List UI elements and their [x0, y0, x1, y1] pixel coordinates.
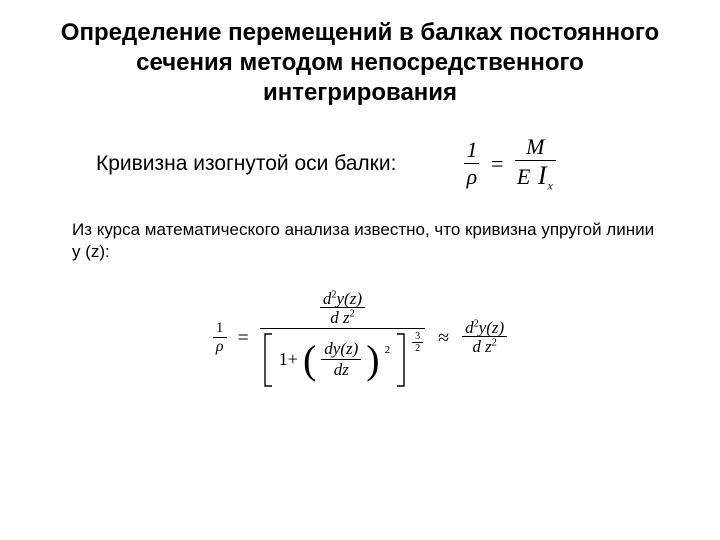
eq1-right-den: E Ix — [515, 160, 556, 193]
eq1-den-sub: x — [547, 178, 553, 192]
eq2-d2: d — [330, 308, 339, 327]
outer-exp: 3 2 — [412, 331, 423, 354]
approx-sign: ≈ — [438, 327, 449, 350]
eq2-rhs-den: d z2 — [462, 336, 507, 357]
eq2-left-num: 1 — [213, 320, 227, 337]
eq2-mid-denominator: 1+ ( dy(z) dz ) 2 — [260, 328, 425, 387]
eq2-z1: z — [343, 308, 350, 327]
page-title: Определение перемещений в балках постоян… — [0, 0, 720, 108]
inner-exp: 2 — [385, 344, 391, 356]
eq2-z2: z — [485, 337, 492, 356]
slide: Определение перемещений в балках постоян… — [0, 0, 720, 540]
eq2-mid-numerator: d2y(z) d z2 — [260, 290, 425, 328]
inner-den: dz — [321, 359, 361, 380]
bracket-open — [262, 333, 274, 387]
eq1-right-num: M — [515, 134, 556, 160]
curvature-label: Кривизна изогнутой оси балки: — [96, 152, 396, 176]
one-plus: 1+ — [279, 349, 298, 370]
eq2-mid-top: d2y(z) — [320, 290, 365, 307]
eq2-z2-sup: 2 — [492, 338, 497, 349]
paragraph: Из курса математического анализа известн… — [0, 219, 720, 262]
inner-paren: ( dy(z) dz ) 2 — [303, 339, 390, 380]
eq2-d4: d — [472, 337, 481, 356]
equation-full-row: 1 ρ = d2y(z) d z2 — [0, 290, 720, 387]
eq2-mid-top-den: d z2 — [320, 307, 365, 328]
eq2-z1-sup: 2 — [350, 308, 355, 319]
inner-num: dy(z) — [321, 339, 361, 359]
eq2-yz1: y(z) — [337, 289, 362, 308]
equation-curvature: 1 ρ = M E Ix — [464, 134, 555, 193]
eq1-equals: = — [491, 151, 503, 176]
eq2-left-den: ρ — [213, 337, 227, 356]
curvature-row: Кривизна изогнутой оси балки: 1 ρ = M E … — [0, 134, 720, 193]
eq1-den-E: E — [517, 164, 531, 189]
eq2-yz2: y(z) — [479, 318, 504, 337]
eq1-left-num: 1 — [464, 137, 479, 163]
equation-full: 1 ρ = d2y(z) d z2 — [213, 290, 507, 387]
eq2-equals: = — [238, 327, 249, 350]
eq1-left-den: ρ — [464, 163, 479, 190]
bracket-close — [395, 333, 407, 387]
eq2-d3: d — [465, 318, 474, 337]
eq2-rhs-num: d2y(z) — [462, 319, 507, 336]
